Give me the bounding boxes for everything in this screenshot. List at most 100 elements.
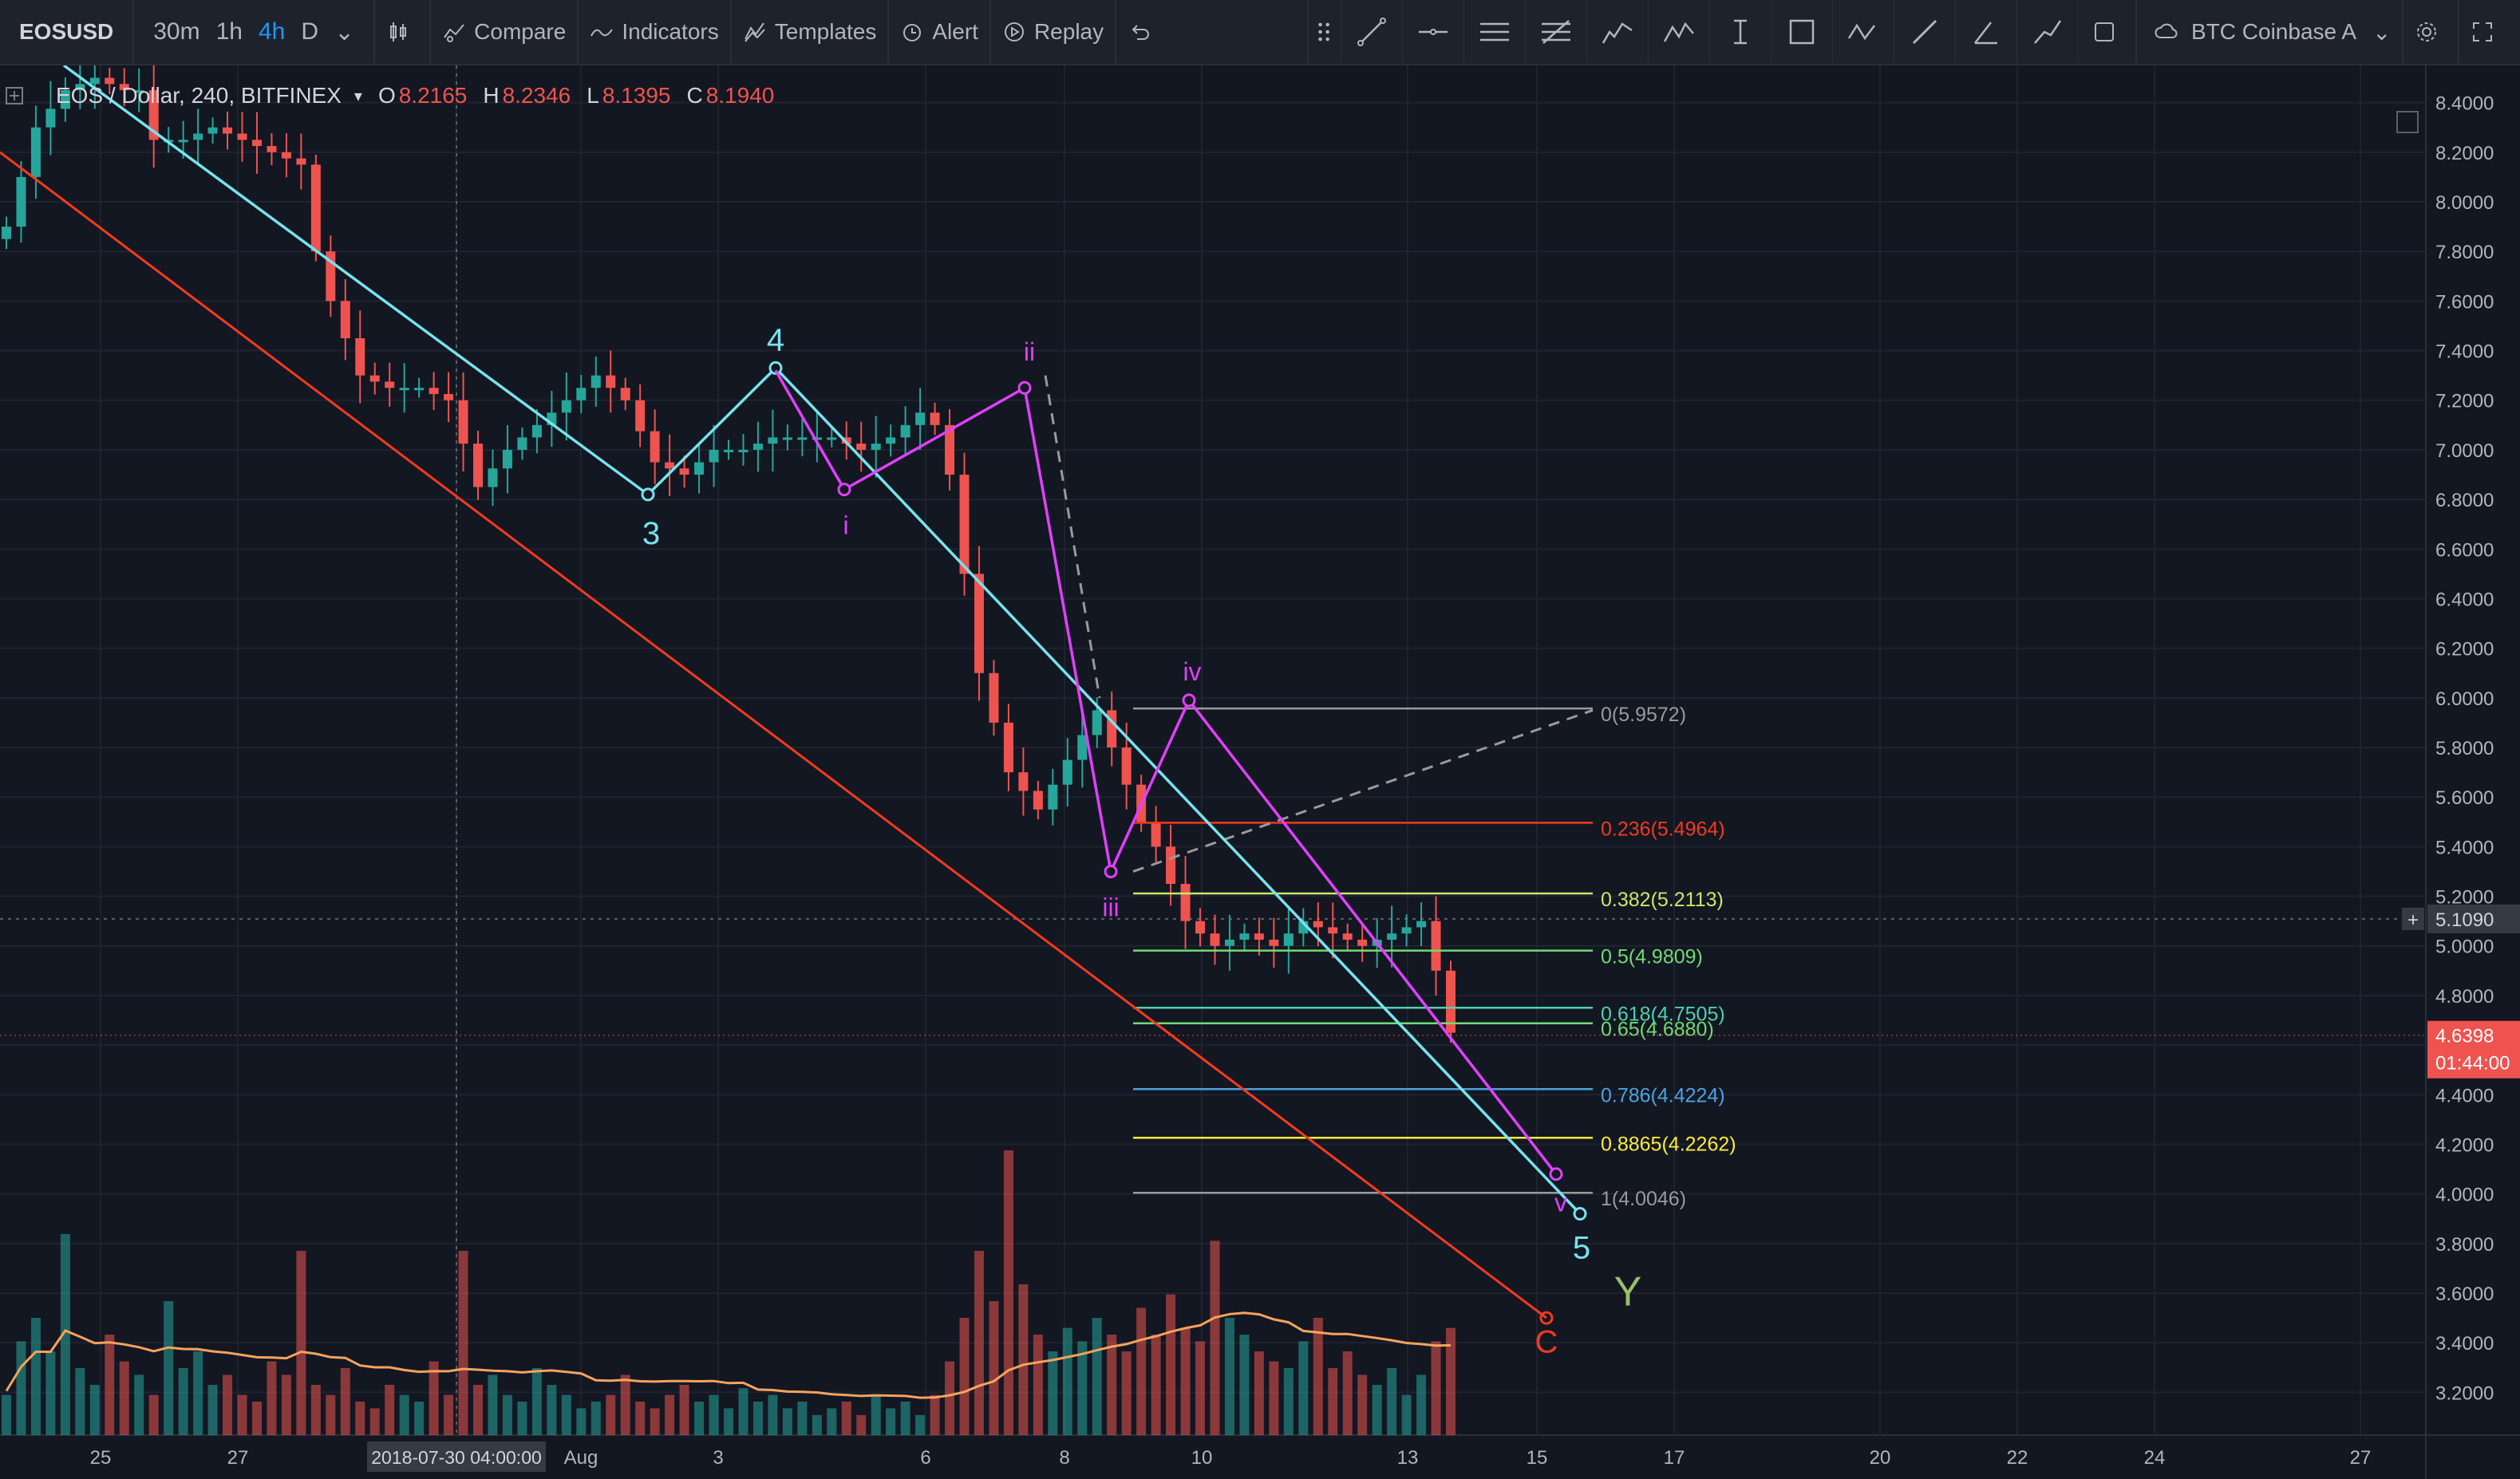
- volume-bar: [886, 1408, 896, 1435]
- templates-button[interactable]: Templates: [732, 0, 890, 64]
- candle-body: [1401, 927, 1412, 934]
- legend-symbol[interactable]: EOS / Dollar, 240, BITFINEX: [56, 83, 342, 108]
- rectangle-tool[interactable]: [1772, 0, 1833, 64]
- timeframe-4h[interactable]: 4h: [258, 18, 286, 45]
- volume-bar: [959, 1318, 970, 1435]
- price-chart[interactable]: 8.4000 8.2000 8.0000 7.8000 7.6000 7.4000 7.20…: [0, 65, 2520, 1479]
- volume-bar: [340, 1368, 350, 1435]
- volume-bar: [60, 1234, 70, 1435]
- volume-bar: [1446, 1327, 1456, 1435]
- candle-body: [561, 400, 571, 413]
- right-toolbar: BTC Coinbase A ⌄: [2081, 0, 2514, 64]
- volume-bar: [1313, 1318, 1323, 1435]
- candle-body: [517, 437, 527, 450]
- fullscreen-button[interactable]: [2459, 0, 2514, 64]
- volume-bar: [724, 1408, 733, 1435]
- timeframe-d[interactable]: D: [301, 18, 319, 45]
- horizontal-line-tool[interactable]: [1403, 0, 1464, 64]
- candle-body: [1239, 933, 1250, 940]
- brush-tool[interactable]: [1894, 0, 1956, 64]
- y-tick-label: 6.2000: [2435, 639, 2494, 661]
- candle-body: [752, 444, 763, 450]
- y-tick-label: 5.8000: [2435, 738, 2494, 759]
- scale-toggle-icon[interactable]: [2396, 111, 2419, 133]
- candle-body: [1195, 921, 1206, 934]
- symbol-label: EOSUSD: [19, 19, 114, 44]
- alarm-clock-icon: [903, 24, 922, 41]
- wave-label: iii: [1102, 893, 1119, 921]
- candle-body: [488, 468, 498, 487]
- x-tick-label: 25: [90, 1447, 112, 1469]
- compare-button[interactable]: Compare: [431, 0, 579, 64]
- candle-body: [369, 375, 380, 382]
- x-tick-label: 24: [2144, 1447, 2166, 1469]
- path-tool[interactable]: [2017, 0, 2079, 64]
- fib-retracement-tool[interactable]: [1526, 0, 1587, 64]
- compare-icon: [444, 24, 464, 42]
- timeframe-30m[interactable]: 30m: [153, 18, 200, 45]
- text-tool[interactable]: [1710, 0, 1772, 64]
- y-tick-label: 5.4000: [2435, 837, 2494, 858]
- legend-dropdown-icon[interactable]: ▾: [354, 87, 362, 105]
- candle-body: [502, 449, 512, 469]
- timeframe-dropdown-chevron-icon[interactable]: ⌄: [334, 18, 355, 45]
- candle-body: [1254, 933, 1264, 940]
- volume-bar: [45, 1351, 56, 1435]
- candle-body: [1416, 921, 1427, 928]
- gear-icon: [2417, 22, 2437, 41]
- timeframe-1h[interactable]: 1h: [215, 18, 243, 45]
- volume-bar: [385, 1385, 395, 1435]
- alert-label: Alert: [932, 19, 978, 44]
- legend-low-value: 8.1395: [602, 83, 671, 108]
- volume-bar: [75, 1368, 85, 1435]
- replay-button[interactable]: Replay: [991, 0, 1117, 64]
- add-alert-plus-box[interactable]: [2402, 907, 2424, 930]
- abcd-pattern-tool[interactable]: [1649, 0, 1710, 64]
- y-tick-label: 7.8000: [2435, 242, 2494, 263]
- chart-type-button[interactable]: [375, 0, 432, 64]
- volume-ma-line: [5, 1311, 1452, 1399]
- collapse-plus-icon[interactable]: [5, 86, 24, 105]
- abc-pattern-tool[interactable]: [1833, 0, 1894, 64]
- fullscreen-toggle[interactable]: [2081, 0, 2137, 64]
- parallel-channel-icon: [1480, 22, 1509, 41]
- volume-bar: [989, 1301, 999, 1435]
- y-tick-label: 6.8000: [2435, 490, 2494, 511]
- volume-bar: [148, 1394, 159, 1435]
- settings-button[interactable]: [2403, 0, 2460, 64]
- indicators-button[interactable]: Indicators: [579, 0, 732, 64]
- candle-body: [856, 444, 867, 450]
- candle-body: [2, 227, 11, 239]
- crosshair-time-box: [367, 1442, 546, 1472]
- y-tick-label: 6.4000: [2435, 589, 2494, 610]
- y-tick-label: 4.4000: [2435, 1085, 2494, 1106]
- crosshair-price-box: [2427, 904, 2520, 933]
- volume-bar: [369, 1408, 380, 1435]
- volume-bar: [105, 1335, 115, 1435]
- datafeed-dropdown[interactable]: BTC Coinbase A ⌄: [2137, 0, 2404, 64]
- y-tick-label: 7.2000: [2435, 391, 2494, 412]
- volume-bar: [1166, 1294, 1176, 1435]
- parallel-channel-tool[interactable]: [1464, 0, 1526, 64]
- candle-body: [1077, 735, 1088, 760]
- undo-button[interactable]: [1116, 0, 1171, 64]
- alert-button[interactable]: Alert: [889, 0, 991, 64]
- drag-handle[interactable]: [1309, 0, 1341, 64]
- elliott-impulse-tool[interactable]: [1587, 0, 1649, 64]
- candle-body: [16, 176, 26, 227]
- volume-bar: [1387, 1368, 1397, 1435]
- volume-bar: [1224, 1318, 1234, 1435]
- volume-bar: [665, 1394, 675, 1435]
- symbol-search[interactable]: EOSUSD: [0, 0, 135, 64]
- candle-body: [738, 449, 748, 452]
- candle-body: [281, 152, 291, 159]
- volume-bar: [547, 1385, 557, 1435]
- candle-body: [148, 90, 159, 140]
- candle-body: [414, 388, 425, 391]
- abcd-pattern-icon: [1663, 22, 1694, 42]
- trend-line-tool[interactable]: [1341, 0, 1403, 64]
- volume-bar: [1357, 1374, 1368, 1435]
- volume-bar: [1283, 1368, 1294, 1435]
- candle-body: [429, 388, 439, 394]
- angle-tool[interactable]: [1956, 0, 2017, 64]
